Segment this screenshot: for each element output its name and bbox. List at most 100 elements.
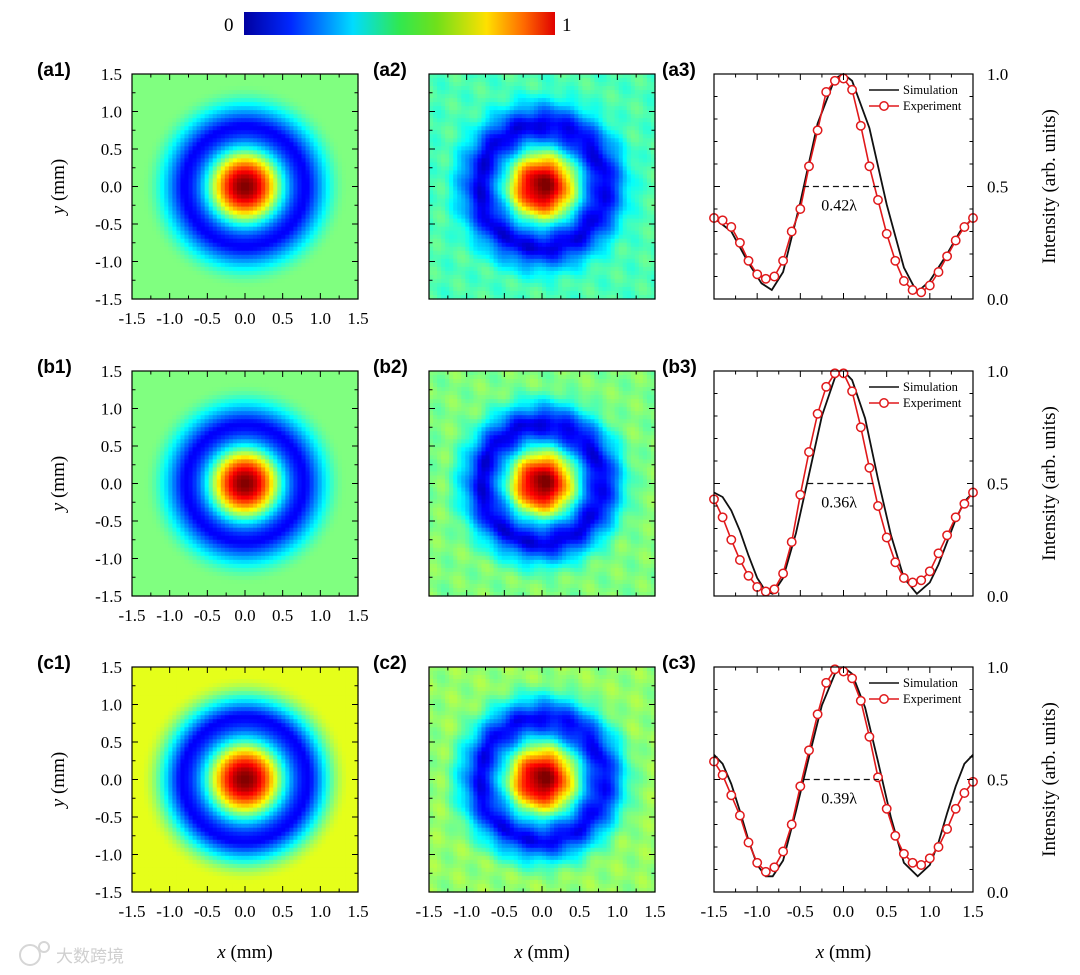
heatmap-cell: [437, 186, 442, 192]
heatmap-cell: [578, 154, 583, 159]
heatmap-cell: [525, 186, 531, 192]
heatmap-cell: [289, 202, 295, 208]
heatmap-cell: [281, 174, 286, 180]
heatmap-cell: [337, 278, 343, 284]
heatmap-cell: [349, 210, 355, 216]
heatmap-cell: [132, 74, 137, 79]
heatmap-cell: [582, 74, 587, 79]
heatmap-cell: [257, 78, 262, 83]
heatmap-cell: [212, 162, 218, 168]
heatmap-cell: [144, 154, 149, 159]
heatmap-cell: [152, 198, 157, 204]
heatmap-cell: [192, 82, 198, 87]
heatmap-cell: [200, 258, 206, 264]
heatmap-cell: [144, 78, 149, 83]
heatmap-cell: [184, 134, 190, 139]
heatmap-cell: [325, 222, 331, 228]
heatmap-cell: [618, 170, 624, 176]
heatmap-cell: [574, 150, 579, 155]
heatmap-cell: [212, 246, 218, 252]
heatmap-cell: [172, 278, 177, 284]
heatmap-cell: [449, 154, 454, 159]
heatmap-cell: [562, 110, 567, 115]
heatmap-cell: [529, 182, 535, 188]
heatmap-cell: [164, 130, 169, 135]
heatmap-cell: [562, 170, 567, 176]
heatmap-cell: [164, 210, 169, 216]
heatmap-cell: [578, 118, 583, 123]
heatmap-cell: [176, 146, 182, 151]
heatmap-cell: [477, 166, 483, 172]
heatmap-cell: [277, 238, 282, 244]
heatmap-cell: [236, 238, 242, 244]
heatmap-cell: [554, 166, 559, 172]
heatmap-cell: [224, 274, 230, 280]
heatmap-cell: [232, 174, 238, 180]
heatmap-cell: [168, 86, 173, 91]
heatmap-cell: [634, 182, 640, 188]
heatmap-cell: [546, 90, 551, 95]
y-tick-label: 0.5: [101, 140, 122, 159]
heatmap-cell: [465, 106, 470, 111]
heatmap-cell: [485, 74, 491, 79]
y-tick-label: 1.0: [101, 103, 122, 122]
heatmap-cell: [152, 82, 157, 87]
heatmap-cell: [160, 110, 165, 115]
heatmap-cell: [297, 170, 303, 176]
heatmap-cell: [353, 134, 359, 139]
heatmap-cell: [257, 286, 262, 292]
heatmap-cell: [289, 82, 295, 87]
heatmap-cell: [321, 162, 327, 168]
heatmap-cell: [249, 98, 254, 103]
heatmap-cell: [529, 166, 535, 172]
heatmap-cell: [622, 130, 628, 135]
heatmap-cell: [329, 158, 335, 163]
heatmap-cell: [341, 162, 347, 168]
heatmap-cell: [208, 274, 214, 280]
heatmap-cell: [333, 182, 339, 188]
heatmap-cell: [630, 130, 636, 135]
heatmap-cell: [204, 202, 210, 208]
heatmap-cell: [642, 170, 648, 176]
heatmap-cell: [172, 270, 177, 276]
heatmap-cell: [341, 222, 347, 228]
heatmap-cell: [646, 106, 652, 111]
heatmap-cell: [618, 134, 624, 139]
heatmap-cell: [289, 226, 295, 232]
heatmap-cell: [606, 82, 612, 87]
heatmap-cell: [269, 182, 274, 188]
heatmap-cell: [533, 86, 539, 91]
heatmap-cell: [558, 90, 563, 95]
heatmap-cell: [626, 158, 632, 163]
heatmap-cell: [634, 126, 640, 131]
heatmap-cell: [349, 286, 355, 292]
heatmap-cell: [305, 154, 311, 159]
heatmap-cell: [465, 154, 470, 159]
heatmap-cell: [485, 146, 491, 151]
heatmap-cell: [212, 226, 218, 232]
heatmap-cell: [554, 78, 559, 83]
heatmap-cell: [449, 198, 454, 204]
heatmap-cell: [598, 194, 604, 200]
heatmap-cell: [309, 130, 315, 135]
heatmap-cell: [236, 286, 242, 292]
heatmap-cell: [196, 110, 202, 115]
heatmap-cell: [269, 86, 274, 91]
heatmap-cell: [220, 82, 226, 87]
heatmap-cell: [140, 74, 145, 79]
heatmap-cell: [313, 270, 319, 276]
heatmap-cell: [337, 274, 343, 280]
heatmap-cell: [228, 182, 234, 188]
heatmap-cell: [305, 90, 311, 95]
heatmap-cell: [285, 198, 290, 204]
heatmap-cell: [156, 250, 161, 256]
heatmap-cell: [622, 174, 628, 180]
heatmap-cell: [469, 190, 474, 196]
heatmap-cell: [297, 242, 303, 248]
heatmap-cell: [132, 106, 137, 111]
heatmap-cell: [485, 118, 491, 123]
heatmap-cell: [626, 138, 632, 143]
heatmap-cell: [297, 202, 303, 208]
heatmap-cell: [249, 234, 254, 240]
heatmap-cell: [313, 178, 319, 184]
